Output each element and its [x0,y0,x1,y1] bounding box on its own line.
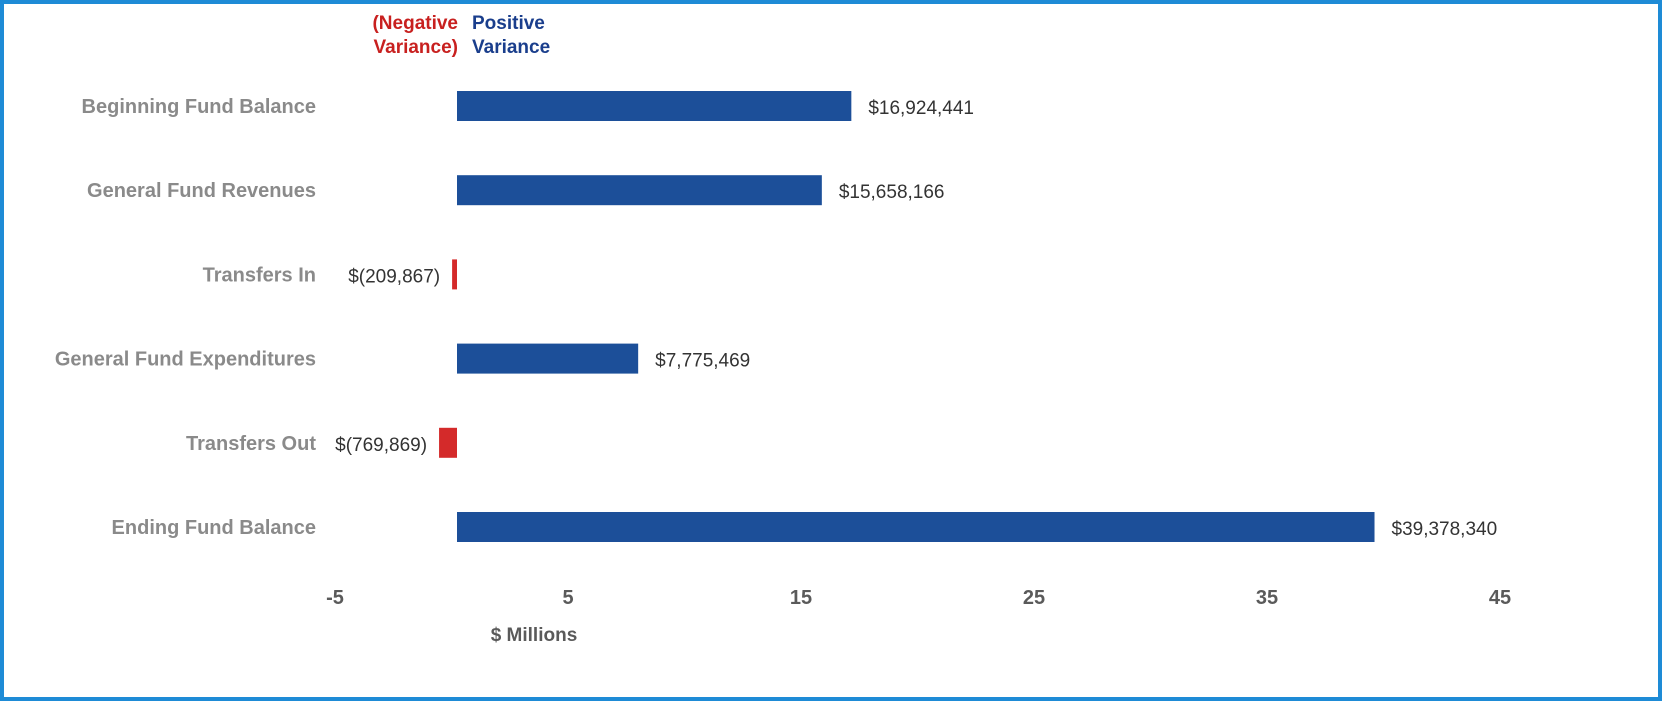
bar-transfers-in [452,259,457,290]
bar-transfers-out [439,427,457,458]
category-labels: Beginning Fund Balance General Fund Reven… [55,96,317,539]
bar-general-fund-expenditures [457,343,639,374]
x-tick-label-35: 35 [1256,587,1278,609]
x-tick-label-15: 15 [790,587,812,609]
data-label-general-fund-expenditures: $7,775,469 [655,351,750,372]
data-label-transfers-out: $(769,869) [335,435,427,456]
legend: (Negative Variance) Positive Variance [372,13,550,58]
legend-negative-line1: (Negative [372,13,458,34]
x-tick-label-25: 25 [1023,587,1045,609]
category-label-beginning-fund-balance: Beginning Fund Balance [82,96,316,118]
data-labels: $16,924,441 $15,658,166 $(209,867) $7,775,4… [335,98,1497,540]
legend-negative-line2: Variance) [374,37,459,58]
data-label-general-fund-revenues: $15,658,166 [839,182,945,203]
x-axis-title: $ Millions [491,625,578,646]
category-label-general-fund-revenues: General Fund Revenues [87,180,316,202]
data-label-ending-fund-balance: $39,378,340 [1392,519,1498,540]
legend-positive-line1: Positive [472,13,545,34]
data-label-beginning-fund-balance: $16,924,441 [868,98,974,119]
bar-ending-fund-balance [457,512,1375,542]
x-tick-label-5: -5 [326,587,344,609]
category-label-transfers-in: Transfers In [203,264,316,286]
legend-positive-line2: Variance [472,37,550,58]
category-label-transfers-out: Transfers Out [186,433,316,455]
x-tick-label-5: 5 [562,587,573,609]
variance-bar-chart: (Negative Variance) Positive Variance Be… [55,13,1511,646]
category-label-general-fund-expenditures: General Fund Expenditures [55,349,316,371]
bar-beginning-fund-balance [457,91,852,121]
data-label-transfers-in: $(209,867) [348,266,440,287]
bars [439,91,1375,542]
x-axis-ticks: -5 5 15 25 35 45 [326,587,1511,609]
x-tick-label-45: 45 [1489,587,1511,609]
bar-general-fund-revenues [457,175,822,206]
category-label-ending-fund-balance: Ending Fund Balance [112,517,316,539]
